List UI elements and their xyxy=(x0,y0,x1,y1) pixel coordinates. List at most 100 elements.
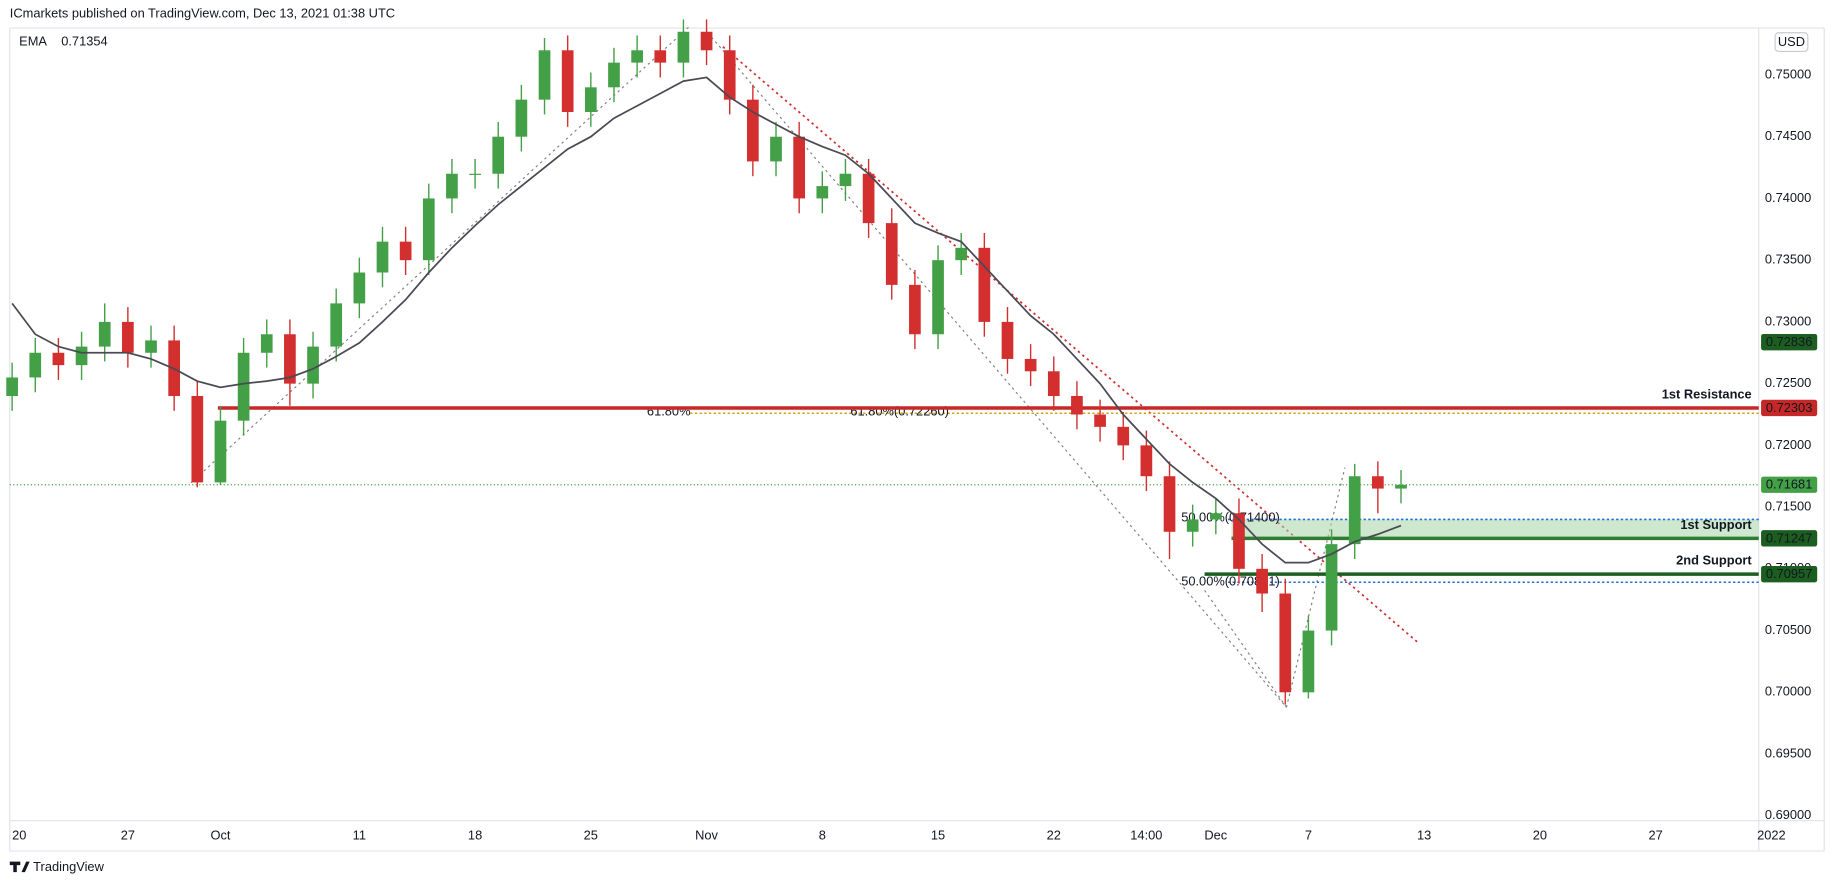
candle-body xyxy=(793,136,806,199)
candle-body xyxy=(1094,414,1106,427)
price-tag-label: 0.71681 xyxy=(1766,477,1812,492)
candle-body xyxy=(376,241,389,273)
ema-line xyxy=(11,76,1402,564)
candle-body xyxy=(1186,519,1199,532)
candle-body xyxy=(1140,445,1153,477)
candle-body xyxy=(1117,426,1130,446)
y-tick-label: 0.72000 xyxy=(1765,437,1811,452)
candle-body xyxy=(1163,476,1176,532)
y-tick-label: 0.73500 xyxy=(1765,252,1811,267)
x-tick-label: 2022 xyxy=(1757,827,1786,842)
candle-body xyxy=(978,247,991,322)
candle-body xyxy=(747,99,759,162)
x-tick-label: 18 xyxy=(468,827,482,842)
level-label: 1st Resistance xyxy=(1662,386,1752,401)
candle-body xyxy=(237,352,250,421)
candle-body xyxy=(214,420,227,483)
y-tick-label: 0.71500 xyxy=(1765,498,1811,513)
y-tick-label: 0.74000 xyxy=(1765,190,1811,205)
candle-body xyxy=(98,321,111,347)
candle-body xyxy=(770,136,782,162)
y-tick-label: 0.75000 xyxy=(1765,66,1811,81)
price-tag xyxy=(1761,399,1818,417)
candle-body xyxy=(307,346,319,384)
candle-body xyxy=(561,50,574,113)
support-zone xyxy=(1231,519,1759,539)
candle-body xyxy=(932,260,944,335)
price-tag-label: 0.72303 xyxy=(1766,400,1812,415)
candle-body xyxy=(654,50,667,63)
level-label: 1st Support xyxy=(1680,517,1752,532)
candle-body xyxy=(955,247,968,261)
candle-body xyxy=(1047,371,1060,396)
x-tick-label: 20 xyxy=(1533,827,1547,842)
candle-body xyxy=(1395,484,1407,489)
candle-body xyxy=(538,50,551,100)
candle-body xyxy=(584,87,597,113)
candle-body xyxy=(399,241,412,261)
candle-body xyxy=(492,136,505,174)
header: ICmarkets published on TradingView.com, … xyxy=(10,5,395,20)
candle-body xyxy=(839,173,852,187)
x-tick-label: Dec xyxy=(1204,827,1227,842)
candle-body xyxy=(723,50,736,100)
candle-body xyxy=(1372,476,1384,489)
candle-body xyxy=(145,340,157,353)
candle-body xyxy=(700,31,713,51)
price-tag-label: 0.71247 xyxy=(1766,530,1812,545)
y-tick-label: 0.69500 xyxy=(1765,745,1811,760)
candle-body xyxy=(1209,513,1222,520)
fib-label: 50.00%(0.70891) xyxy=(1181,574,1280,589)
price-tag-label: 0.70957 xyxy=(1766,566,1812,581)
fib-label: 61.80%(0.72260) xyxy=(850,403,949,418)
candle-body xyxy=(909,284,921,335)
x-tick-label: 22 xyxy=(1047,827,1061,842)
x-tick-label: 27 xyxy=(1648,827,1662,842)
candle-body xyxy=(885,223,898,285)
candle-body xyxy=(260,334,273,353)
logo-icon xyxy=(9,861,30,873)
candle-body xyxy=(816,186,829,199)
candle-body xyxy=(631,50,643,63)
level-label: 2nd Support xyxy=(1676,553,1752,568)
candle-body xyxy=(1302,630,1315,693)
trend-line xyxy=(1285,467,1346,708)
x-tick-label: 8 xyxy=(819,827,826,842)
currency-box xyxy=(1774,32,1809,53)
x-tick-label: 7 xyxy=(1305,827,1312,842)
price-tag-label: 0.72836 xyxy=(1766,334,1812,349)
candle-body xyxy=(1001,321,1014,359)
x-tick-label: 27 xyxy=(121,827,135,842)
price-tag xyxy=(1761,530,1818,547)
candle-body xyxy=(75,346,88,366)
candle-body xyxy=(422,198,435,261)
candle-body xyxy=(1348,476,1361,545)
candle-body xyxy=(515,99,528,137)
candle-body xyxy=(469,173,481,175)
fib-label: 50.00%(0.71400) xyxy=(1181,510,1280,525)
y-tick-label: 0.73000 xyxy=(1765,313,1811,328)
price-tag xyxy=(1761,333,1818,351)
x-tick-label: Nov xyxy=(695,827,718,842)
price-tag xyxy=(1761,565,1818,583)
x-tick-label: 20 xyxy=(12,827,26,842)
downtrend-line xyxy=(722,46,1420,644)
candle-body xyxy=(191,395,204,483)
candle-body xyxy=(1071,395,1083,415)
footer: TradingView xyxy=(33,859,104,874)
candle-body xyxy=(6,377,18,396)
y-tick-label: 0.69000 xyxy=(1765,807,1811,822)
x-tick-label: 25 xyxy=(584,827,598,842)
trend-line xyxy=(1204,590,1287,708)
y-tick-label: 0.72500 xyxy=(1765,375,1811,390)
y-tick-label: 0.70500 xyxy=(1765,622,1811,637)
candle-body xyxy=(1024,358,1037,372)
candle-body xyxy=(862,173,875,224)
candle-body xyxy=(122,321,134,353)
candle-body xyxy=(29,352,42,378)
candle-body xyxy=(353,272,366,304)
candle-body xyxy=(1325,544,1338,631)
indicator-name: EMA xyxy=(19,33,47,48)
